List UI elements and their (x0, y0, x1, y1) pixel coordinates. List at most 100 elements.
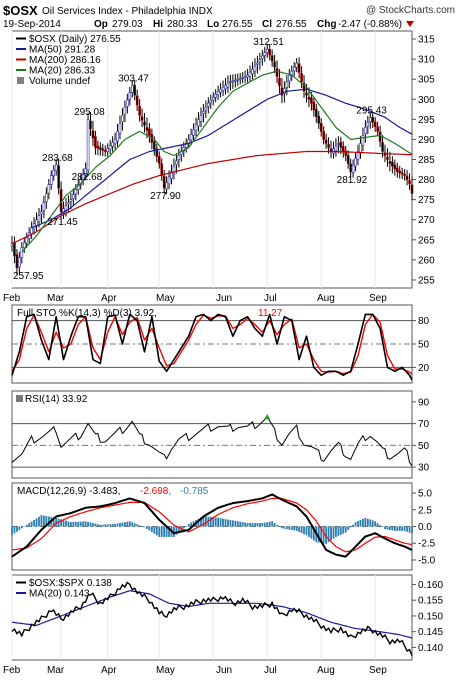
macd-histogram-bar (173, 526, 175, 537)
rsi-panel-ytick-label: 70 (418, 419, 430, 430)
price-panel-ytick-label: 285 (418, 155, 435, 166)
price-candle (42, 202, 46, 211)
price-annotation: 312.51 (253, 37, 284, 48)
price-candle (256, 62, 259, 65)
macd-histogram-bar (303, 526, 305, 535)
macd-histogram-bar (209, 516, 212, 527)
macd-histogram-bar (92, 523, 94, 527)
stoch-panel-ytick-label: 20 (418, 363, 430, 374)
price-candle (126, 99, 129, 107)
macd-histogram-bar (13, 526, 16, 534)
price-candle (307, 96, 311, 100)
price-candle (302, 82, 306, 92)
price-panel-ytick-label: 305 (418, 75, 435, 86)
macd-histogram-bar (325, 526, 328, 544)
price-candle (403, 174, 406, 176)
price-candle (219, 88, 222, 93)
price-candle (354, 157, 357, 167)
price-candle (405, 175, 409, 180)
price-annotation: 295.08 (74, 107, 105, 118)
macd-signal-line (11, 497, 413, 553)
macd-histogram-bar (396, 526, 399, 531)
macd-histogram-bar (369, 519, 372, 527)
price-candle (177, 155, 181, 160)
macd-histogram-bar (143, 526, 146, 528)
macd-histogram-bar (354, 522, 357, 527)
ratio-legend-entry: $OSX:$SPX 0.138 (29, 578, 112, 589)
macd-histogram-bar (204, 516, 207, 527)
macd-histogram-bar (300, 526, 303, 534)
rsi-panel-ytick-label: 90 (418, 397, 430, 408)
price-candle (189, 134, 193, 141)
macd-histogram-bar (116, 523, 119, 527)
price-legend-entry: $OSX (Daily) 276.55 (29, 34, 121, 45)
macd-histogram-bar (266, 522, 269, 527)
price-candle (148, 128, 151, 136)
price-candle (368, 117, 372, 122)
header-lo-label: Lo (207, 19, 219, 30)
macd-histogram-bar (109, 524, 112, 527)
price-xtick-label: May (156, 293, 175, 304)
price-candle (207, 102, 210, 107)
macd-histogram-bar (20, 526, 23, 529)
macd-histogram-bar (339, 526, 342, 535)
macd-histogram-bar (35, 518, 38, 527)
price-candle (312, 101, 316, 111)
macd-histogram-bar (133, 523, 136, 527)
price-panel-ytick-label: 255 (418, 275, 435, 286)
macd-histogram-bar (128, 521, 131, 527)
price-legend-swatch (17, 77, 24, 84)
macd-histogram-bar (293, 526, 296, 531)
header-op-label: Op (94, 19, 108, 30)
price-candle (359, 143, 362, 154)
price-candle (13, 241, 16, 257)
macd-histogram-bar (38, 516, 40, 527)
ratio-panel-ytick-label: 0.160 (418, 580, 443, 591)
macd-panel-ytick-label: -2.5 (418, 539, 436, 550)
price-candle (371, 116, 375, 123)
macd-histogram-bar (229, 519, 232, 527)
macd-histogram-bar (411, 526, 413, 534)
header-date: 19-Sep-2014 (3, 19, 61, 30)
price-candle (278, 77, 281, 87)
macd-histogram-bar (219, 518, 222, 527)
macd-histogram-bar (150, 526, 153, 533)
macd-panel-ytick-label: -5.0 (418, 555, 436, 566)
price-candle (153, 141, 156, 150)
ratio-legend-entry: MA(20) 0.143 (29, 589, 90, 600)
price-candle (138, 105, 141, 116)
price-candle (364, 127, 367, 135)
macd-histogram-bar (106, 524, 109, 527)
price-annotation: 303.47 (118, 73, 149, 84)
macd-panel-ytick-label: 5.0 (418, 489, 432, 500)
price-xtick-label: Feb (3, 293, 21, 304)
macd-histogram-bar (268, 521, 271, 527)
price-candle (197, 119, 200, 127)
price-candle (337, 143, 340, 145)
price-candle (209, 99, 213, 104)
ratio-panel-ytick-label: 0.155 (418, 596, 443, 607)
macd-histogram-bar (192, 521, 195, 527)
price-legend-entry: MA(200) 286.16 (29, 55, 101, 66)
macd-histogram-bar (190, 522, 193, 527)
macd-histogram-bar (227, 519, 229, 527)
rsi-panel-ytick-label: 50 (418, 441, 430, 452)
macd-histogram-bar (74, 521, 77, 527)
price-candle (116, 131, 119, 142)
price-panel-ytick-label: 315 (418, 35, 435, 46)
ma50-line (31, 88, 413, 229)
price-candle (280, 87, 284, 96)
macd-histogram-bar (379, 525, 381, 527)
macd-histogram-bar (200, 517, 202, 527)
macd-histogram-bar (357, 521, 359, 527)
macd-histogram-bar (408, 526, 411, 533)
macd-histogram-bar (285, 526, 288, 530)
stoch-legend-d: 11.27 (258, 308, 283, 319)
price-candle (192, 129, 195, 136)
macd-histogram-bar (187, 523, 190, 527)
rsi-legend: RSI(14) 33.92 (25, 394, 88, 405)
ratio-xtick-label: Apr (101, 665, 117, 676)
macd-histogram-bar (165, 526, 168, 537)
price-panel-ytick-label: 265 (418, 235, 435, 246)
